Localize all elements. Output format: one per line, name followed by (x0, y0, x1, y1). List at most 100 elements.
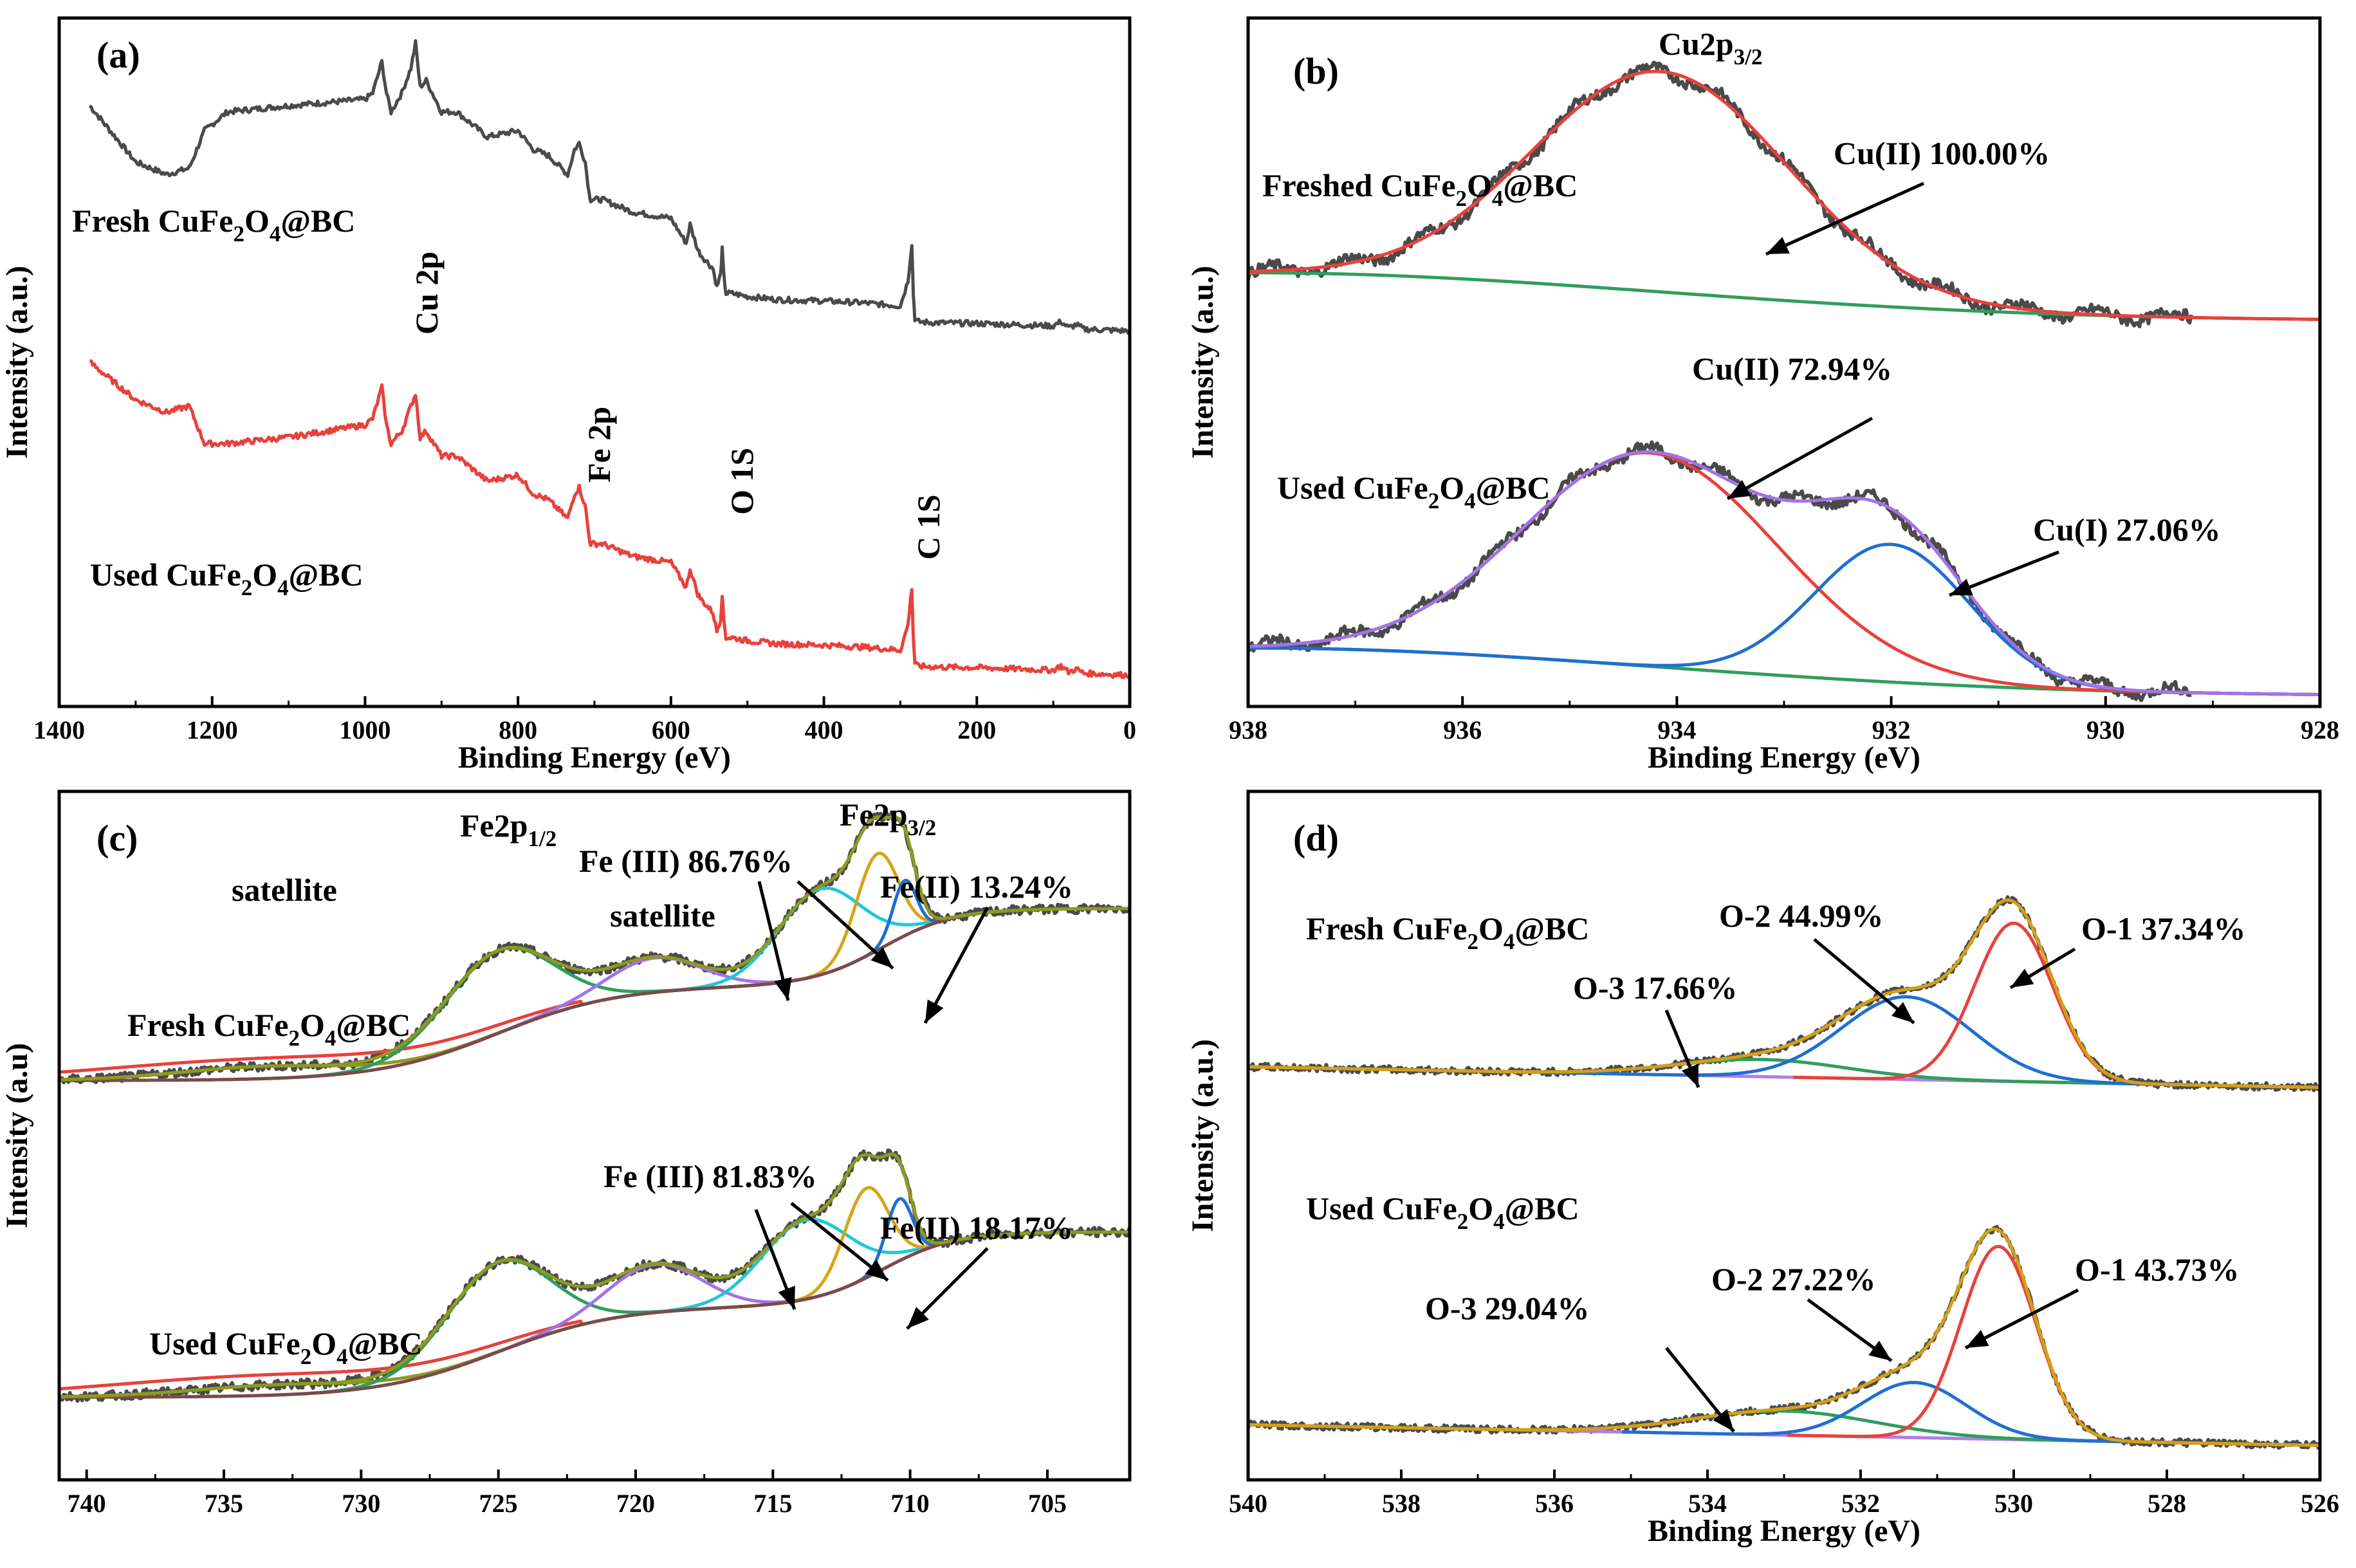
arrow-head (925, 999, 944, 1023)
series-label-fresh: Fresh CuFe2O4@BC (127, 1007, 410, 1051)
x-tick-label: 532 (1841, 1489, 1880, 1518)
arrow-head (1965, 1330, 1989, 1348)
panel-d: 540 538 536 534 532 530 528 526 Binding Energy (… (1186, 817, 2339, 1548)
x-tick-label: 0 (1123, 715, 1136, 744)
x-tick-label: 705 (1028, 1489, 1067, 1518)
fit-envelope-used (1247, 450, 2320, 696)
x-tick-label: 200 (957, 715, 996, 744)
x-tick-label: 930 (2086, 715, 2125, 744)
panel-d-frame (1246, 789, 2322, 1482)
x-tick-label: 528 (2148, 1489, 2186, 1518)
fit-envelope-fresh (59, 815, 1130, 1082)
x-tick-label: 740 (68, 1489, 106, 1518)
panel-label-c: (c) (97, 817, 138, 859)
y-axis-label: Intensity (a.u) (0, 1043, 34, 1228)
annotation-arrow (1765, 181, 1925, 256)
arrow-head (870, 946, 893, 968)
panel-label-d: (d) (1293, 817, 1339, 859)
arrow-head (1766, 237, 1790, 254)
component-label: Fe(II) 18.17% (880, 1210, 1073, 1246)
x-tick-label: 932 (1872, 715, 1911, 744)
component-label: Fe (III) 86.76% (579, 843, 793, 879)
arrow-head (1949, 578, 1973, 596)
series-label-fresh: Fresh CuFe2O4@BC (1306, 910, 1589, 954)
y-axis-label: Intensity (a.u.) (0, 266, 34, 459)
fit-envelope-used (1247, 1227, 2321, 1447)
arrow-head (1727, 480, 1751, 499)
panel-a: 1400 1200 1000 800 600 400 200 0 Binding Energy … (0, 34, 1136, 775)
annotation-arrow (923, 906, 989, 1024)
y-axis-label: Intensity (a.u.) (1186, 1039, 1220, 1232)
peak-annotation: C 1S (910, 495, 946, 560)
arrow-head (1891, 1002, 1914, 1023)
panel-b-frame (1246, 16, 2322, 708)
component-label: O-2 27.22% (1711, 1261, 1876, 1297)
arrow-head (865, 1259, 888, 1280)
background-line-used (59, 1230, 1130, 1399)
x-tick-label: 534 (1688, 1489, 1727, 1518)
component-label: Fe(II) 13.24% (880, 869, 1073, 905)
component-label: O-3 29.04% (1425, 1290, 1590, 1326)
panel-b: 938 936 934 932 930 928 Binding Energy (eV) Int… (1186, 26, 2339, 775)
raw-data-fresh (1246, 60, 2194, 329)
x-tick-label: 938 (1229, 715, 1267, 744)
x-tick-label: 1000 (339, 715, 391, 744)
x-tick-label: 710 (891, 1489, 930, 1518)
peak-annotation: Fe 2p (581, 407, 617, 483)
x-tick-label: 526 (2301, 1489, 2339, 1518)
background-line-fresh (59, 907, 1130, 1082)
series-label-fresh: Freshed CuFe2O4@BC (1262, 167, 1578, 211)
fit-envelope-used (59, 1152, 1130, 1399)
peak-annotation: Cu 2p (409, 252, 445, 335)
x-tick-label: 730 (342, 1489, 380, 1518)
panel-label-a: (a) (97, 34, 140, 76)
x-tick-label: 725 (479, 1489, 518, 1518)
x-tick-label: 1200 (187, 715, 238, 744)
panel-c: 740 735 730 725 720 715 710 705 Intensity (a.u) (… (0, 797, 1132, 1518)
component-label: Cu(II) 100.00% (1834, 135, 2050, 171)
x-axis-label: Binding Energy (eV) (1648, 741, 1920, 775)
x-tick-label: 800 (499, 715, 537, 744)
series-label-used: Used CuFe2O4@BC (90, 557, 364, 600)
series-line-fresh (88, 39, 1132, 335)
raw-data-used (57, 1148, 1132, 1403)
x-tick-label: 936 (1443, 715, 1482, 744)
x-tick-label: 536 (1535, 1489, 1574, 1518)
series-label-used: Used CuFe2O4@BC (1306, 1190, 1579, 1234)
x-tick-label: 530 (1994, 1489, 2033, 1518)
fit-peak-fresh (1247, 69, 2321, 321)
arrow-head (778, 1286, 795, 1309)
arrow-head (2011, 968, 2034, 988)
x-tick-label: 928 (2301, 715, 2339, 744)
arrow-head (907, 1307, 929, 1329)
x-tick-label: 934 (1657, 715, 1696, 744)
series-label-used: Used CuFe2O4@BC (1277, 470, 1551, 513)
peak-title: Fe2p3/2 (840, 797, 936, 840)
fit-peak-used (1247, 542, 2320, 696)
series-label-used: Used CuFe2O4@BC (149, 1325, 423, 1369)
peak-title: Fe2p1/2 (460, 807, 557, 851)
component-label: Cu(I) 27.06% (2033, 512, 2221, 548)
x-tick-label: 600 (652, 715, 690, 744)
arrow-head (1682, 1064, 1698, 1087)
fit-peak-used (1621, 1381, 2209, 1445)
x-axis-label: Binding Energy (eV) (1648, 1514, 1920, 1548)
x-tick-label: 1400 (33, 715, 85, 744)
series-line-used (89, 359, 1132, 679)
panel-c-frame (57, 789, 1132, 1482)
arrow-head (1868, 1340, 1891, 1361)
x-tick-label: 720 (616, 1489, 655, 1518)
arrow-head (1713, 1408, 1734, 1432)
peak-annotation: O 1S (724, 448, 760, 515)
fit-envelope-fresh (1247, 898, 2321, 1089)
component-label: O-1 43.73% (2075, 1251, 2240, 1287)
x-tick-label: 540 (1229, 1489, 1267, 1518)
x-tick-label: 538 (1382, 1489, 1421, 1518)
x-tick-label: 735 (205, 1489, 243, 1518)
component-label: Fe (III) 81.83% (603, 1158, 817, 1194)
peak-title: Cu2p3/2 (1659, 26, 1762, 69)
background-line-used (1247, 646, 2320, 696)
component-label: Cu(II) 72.94% (1692, 351, 1892, 387)
y-axis-label: Intensity (a.u.) (1186, 266, 1220, 459)
